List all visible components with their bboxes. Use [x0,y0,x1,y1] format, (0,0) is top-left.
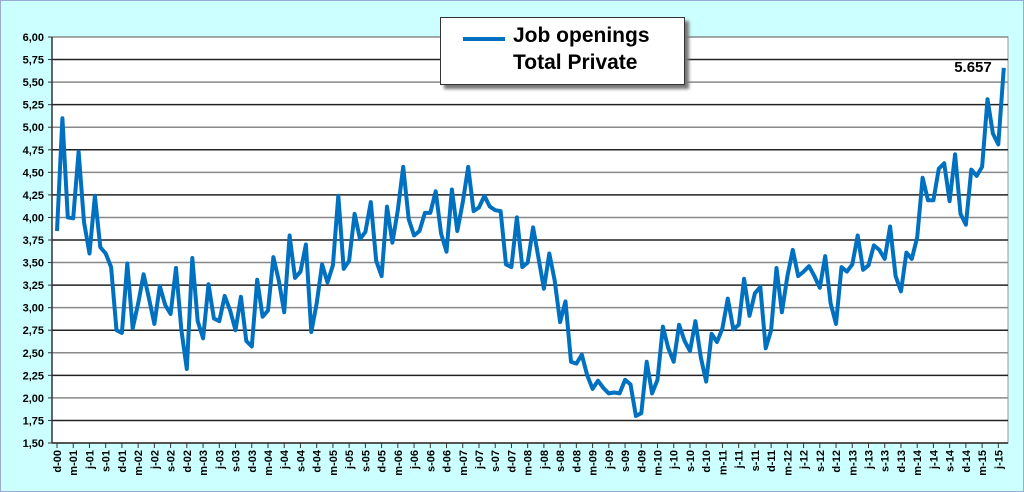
y-tick-label: 2,75 [23,325,44,337]
x-tick-label: d-04 [312,449,324,473]
x-tick-label: m-10 [653,450,665,476]
x-tick-label: j-07 [474,450,486,470]
y-tick-label: 3,75 [23,235,44,247]
x-tick-label: s-02 [166,450,178,472]
x-tick-label: j-02 [149,450,161,470]
x-tick-label: s-07 [490,450,502,472]
x-tick-label: d-03 [247,450,259,473]
x-tick-label: m-14 [912,449,924,476]
x-tick-label: d-06 [442,450,454,473]
x-tick-label: d-10 [701,450,713,473]
x-tick-label: m-02 [133,450,145,476]
x-tick-label: s-01 [101,450,113,472]
x-tick-label: d-14 [961,449,973,473]
y-tick-label: 5,25 [23,100,44,112]
x-tick-label: j-13 [864,450,876,470]
x-tick-label: d-09 [636,450,648,473]
x-tick-label: m-13 [847,450,859,476]
x-tick-label: j-05 [344,450,356,470]
x-tick-label: d-00 [52,450,64,473]
x-tick-label: m-08 [523,450,535,476]
x-tick-label: j-06 [409,450,421,470]
y-tick-label: 3,50 [23,258,44,270]
y-tick-label: 4,00 [23,212,44,224]
x-tick-label: m-11 [717,450,729,475]
x-tick-label: j-08 [539,450,551,470]
x-tick-label: m-07 [458,450,470,476]
y-tick-label: 1,50 [23,438,44,450]
x-tick-label: s-08 [555,450,567,472]
x-tick-label: j-10 [669,450,681,470]
series-line-job-openings [55,67,1006,418]
legend-label-line1: Job openings [513,24,650,47]
x-tick-label: j-01 [84,450,96,470]
x-tick-label: j-11 [734,450,746,469]
y-tick-label: 5,75 [23,55,44,67]
x-tick-label: m-01 [68,450,80,476]
x-tick-label: m-04 [263,449,275,476]
x-tick-label: j-03 [214,450,226,470]
x-tick-label: s-12 [815,450,827,472]
x-tick-label: j-15 [993,450,1005,470]
x-tick-label: s-05 [360,450,372,472]
x-tick-label: d-05 [377,450,389,473]
x-tick-label: d-08 [571,450,583,473]
y-tick-label: 3,00 [23,303,44,315]
x-tick-label: d-11 [766,450,778,472]
y-tick-label: 5,00 [23,122,44,134]
x-tick-label: m-05 [328,450,340,476]
y-tick-label: 2,25 [23,370,44,382]
x-tick-label: s-09 [620,450,632,472]
x-tick-label: s-14 [945,449,957,472]
legend-label-line2: Total Private [513,51,638,74]
x-tick-label: d-02 [182,450,194,473]
y-tick-label: 4,75 [23,145,44,157]
x-tick-label: m-09 [588,450,600,476]
x-tick-label: s-13 [880,450,892,472]
x-tick-label: m-06 [393,450,405,476]
x-tick-label: s-06 [425,450,437,472]
legend-line-swatch [463,37,505,41]
legend: Job openings Total Private [440,17,685,85]
x-tick-label: j-12 [799,450,811,470]
x-tick-label: s-11 [750,450,762,471]
y-tick-label: 3,25 [23,280,44,292]
y-tick-label: 6,00 [23,32,44,44]
x-tick-label: j-14 [928,449,940,470]
y-tick-label: 1,75 [23,415,44,427]
x-tick-label: d-13 [896,450,908,473]
x-tick-label: j-09 [604,450,616,470]
x-tick-label: s-10 [685,450,697,472]
x-tick-label: s-04 [295,449,307,472]
y-tick-label: 2,50 [23,348,44,360]
x-tick-label: d-07 [506,450,518,473]
x-tick-label: s-03 [231,450,243,472]
y-tick-label: 4,50 [23,167,44,179]
y-tick-label: 2,00 [23,393,44,405]
x-tick-label: m-12 [782,450,794,476]
x-tick-label: m-03 [198,450,210,476]
x-tick-label: d-12 [831,450,843,473]
x-tick-label: m-15 [977,450,989,476]
y-tick-label: 5,50 [23,77,44,89]
x-tick-label: d-01 [117,450,129,473]
last-value-label: 5.657 [954,59,992,76]
y-tick-label: 4,25 [23,190,44,202]
x-tick-label: j-04 [279,449,291,470]
